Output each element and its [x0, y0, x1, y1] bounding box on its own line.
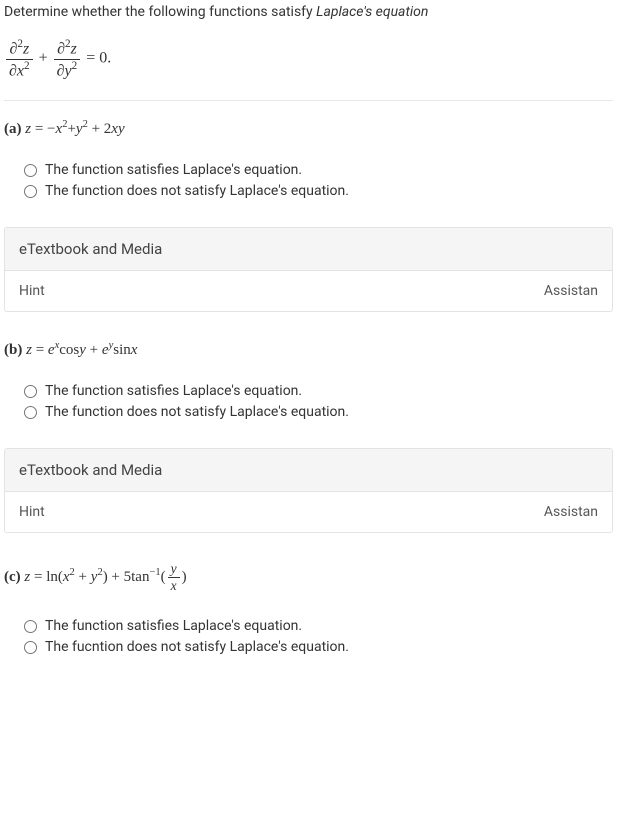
prompt-text: Determine whether the following function…: [4, 4, 316, 20]
fraction-1: ∂2z ∂x2: [6, 38, 33, 80]
part-label: (c) z = ln(x2 + y2) + 5tan−1(yx): [4, 561, 613, 594]
option-text: The fucntion does not satisfy Laplace's …: [45, 639, 349, 655]
panel-body: Hint Assistan: [5, 492, 612, 532]
option-text: The function does not satisfy Laplace's …: [45, 404, 349, 420]
assistance-label[interactable]: Assistan: [544, 504, 598, 520]
divider: [4, 100, 613, 101]
part-label: (a) z = −x2+y2 + 2xy: [4, 119, 613, 138]
resource-panel: eTextbook and Media Hint Assistan: [4, 227, 613, 312]
hint-button[interactable]: Hint: [19, 283, 45, 299]
question-prompt: Determine whether the following function…: [4, 4, 613, 20]
option-radio[interactable]: [24, 185, 37, 198]
option-text: The function satisfies Laplace's equatio…: [45, 383, 302, 399]
panel-header[interactable]: eTextbook and Media: [5, 449, 612, 492]
option-text: The function does not satisfy Laplace's …: [45, 183, 349, 199]
panel-header[interactable]: eTextbook and Media: [5, 228, 612, 271]
page-root: Determine whether the following function…: [0, 0, 617, 703]
options-group: The function satisfies Laplace's equatio…: [24, 383, 613, 420]
part-label: (b) z = excosy + eysinx: [4, 340, 613, 359]
panel-body: Hint Assistan: [5, 271, 612, 311]
denominator-2: ∂y2: [54, 60, 81, 81]
plus-sign: +: [39, 50, 48, 67]
denominator-1: ∂x2: [6, 60, 33, 81]
option-radio[interactable]: [24, 385, 37, 398]
prompt-italic: Laplace's equation: [316, 4, 428, 20]
option-row[interactable]: The function satisfies Laplace's equatio…: [24, 618, 613, 634]
numerator-2: ∂2z: [54, 38, 81, 60]
hint-button[interactable]: Hint: [19, 504, 45, 520]
option-row[interactable]: The fucntion does not satisfy Laplace's …: [24, 639, 613, 655]
parts-container: (a) z = −x2+y2 + 2xy The function satisfi…: [4, 119, 613, 655]
option-row[interactable]: The function does not satisfy Laplace's …: [24, 183, 613, 199]
option-text: The function satisfies Laplace's equatio…: [45, 618, 302, 634]
numerator-1: ∂2z: [6, 38, 33, 60]
options-group: The function satisfies Laplace's equatio…: [24, 618, 613, 655]
option-text: The function satisfies Laplace's equatio…: [45, 162, 302, 178]
option-radio[interactable]: [24, 164, 37, 177]
options-group: The function satisfies Laplace's equatio…: [24, 162, 613, 199]
fraction-2: ∂2z ∂y2: [54, 38, 81, 80]
equals-zero: = 0.: [86, 50, 111, 67]
laplace-equation: ∂2z ∂x2 + ∂2z ∂y2 = 0.: [4, 38, 613, 80]
option-row[interactable]: The function satisfies Laplace's equatio…: [24, 383, 613, 399]
option-radio[interactable]: [24, 641, 37, 654]
option-radio[interactable]: [24, 406, 37, 419]
option-row[interactable]: The function satisfies Laplace's equatio…: [24, 162, 613, 178]
option-row[interactable]: The function does not satisfy Laplace's …: [24, 404, 613, 420]
resource-panel: eTextbook and Media Hint Assistan: [4, 448, 613, 533]
assistance-label[interactable]: Assistan: [544, 283, 598, 299]
option-radio[interactable]: [24, 620, 37, 633]
